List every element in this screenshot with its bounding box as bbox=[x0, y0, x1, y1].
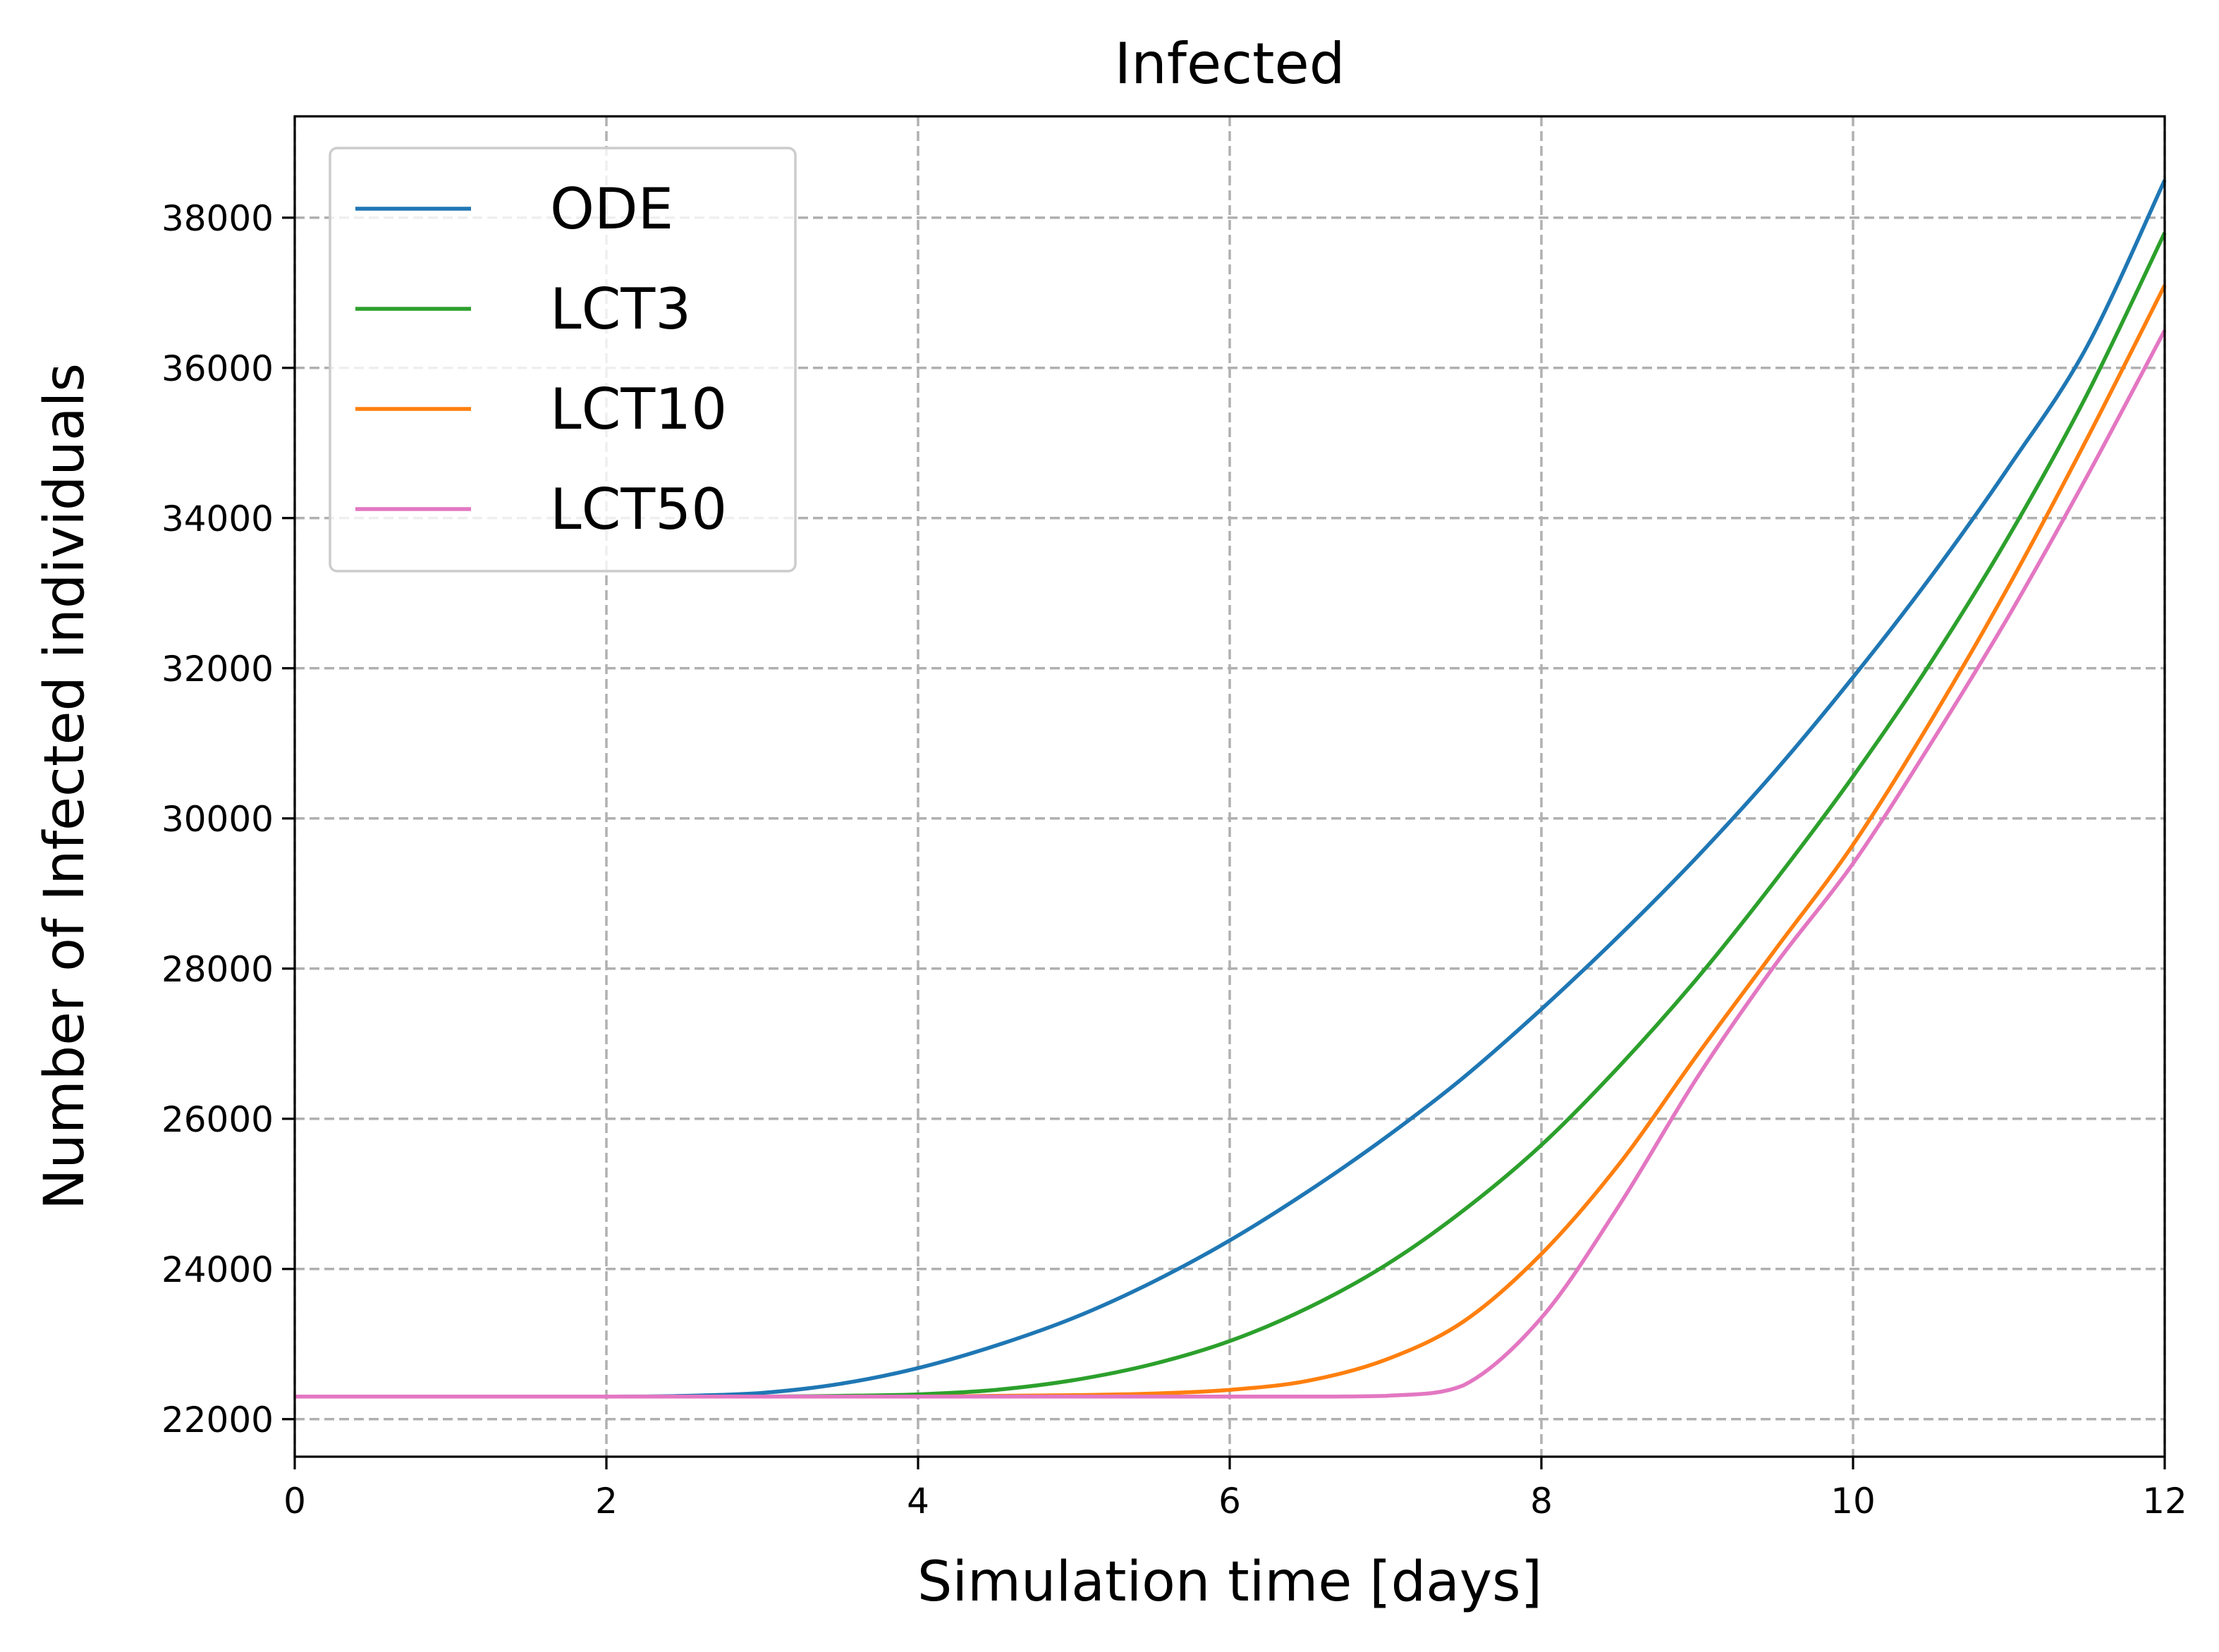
y-tick-label: 32000 bbox=[161, 649, 274, 690]
y-tick-label: 24000 bbox=[161, 1249, 274, 1290]
x-tick-label: 6 bbox=[1218, 1481, 1241, 1522]
legend-box bbox=[329, 147, 797, 573]
y-axis-label: Number of Infected individuals bbox=[33, 363, 97, 1210]
x-tick-label: 12 bbox=[2142, 1481, 2187, 1522]
x-tick-label: 4 bbox=[907, 1481, 929, 1522]
x-tick-label: 2 bbox=[595, 1481, 618, 1522]
series-group bbox=[294, 179, 2167, 1399]
y-tick-label: 28000 bbox=[161, 949, 274, 990]
legend-label-ode: ODE bbox=[550, 176, 673, 242]
x-tick-label: 10 bbox=[1830, 1481, 1876, 1522]
legend-label-lct3: LCT3 bbox=[550, 276, 691, 342]
chart-title: Infected bbox=[1114, 31, 1345, 97]
x-tick-label: 0 bbox=[283, 1481, 306, 1522]
x-axis-label: Simulation time [days] bbox=[917, 1550, 1542, 1614]
legend-label-lct50: LCT50 bbox=[550, 477, 727, 542]
x-tick-label: 8 bbox=[1530, 1481, 1553, 1522]
y-tick-label: 34000 bbox=[161, 498, 274, 539]
y-tick-label: 36000 bbox=[161, 348, 274, 389]
y-tick-label: 30000 bbox=[161, 799, 274, 840]
ticks: 0 2 4 6 8 10 12 22000 24000 26000 28000 30000 32000 3… bbox=[161, 198, 2187, 1522]
grid bbox=[293, 116, 2166, 1457]
legend-label-lct10: LCT10 bbox=[550, 377, 727, 442]
series-line-lct50 bbox=[294, 329, 2167, 1399]
y-tick-label: 26000 bbox=[161, 1099, 274, 1140]
series-line-ode bbox=[294, 179, 2167, 1399]
legend: ODE LCT3 LCT10 LCT50 bbox=[329, 147, 797, 573]
y-tick-label: 38000 bbox=[161, 198, 274, 239]
y-tick-label: 22000 bbox=[161, 1400, 274, 1440]
